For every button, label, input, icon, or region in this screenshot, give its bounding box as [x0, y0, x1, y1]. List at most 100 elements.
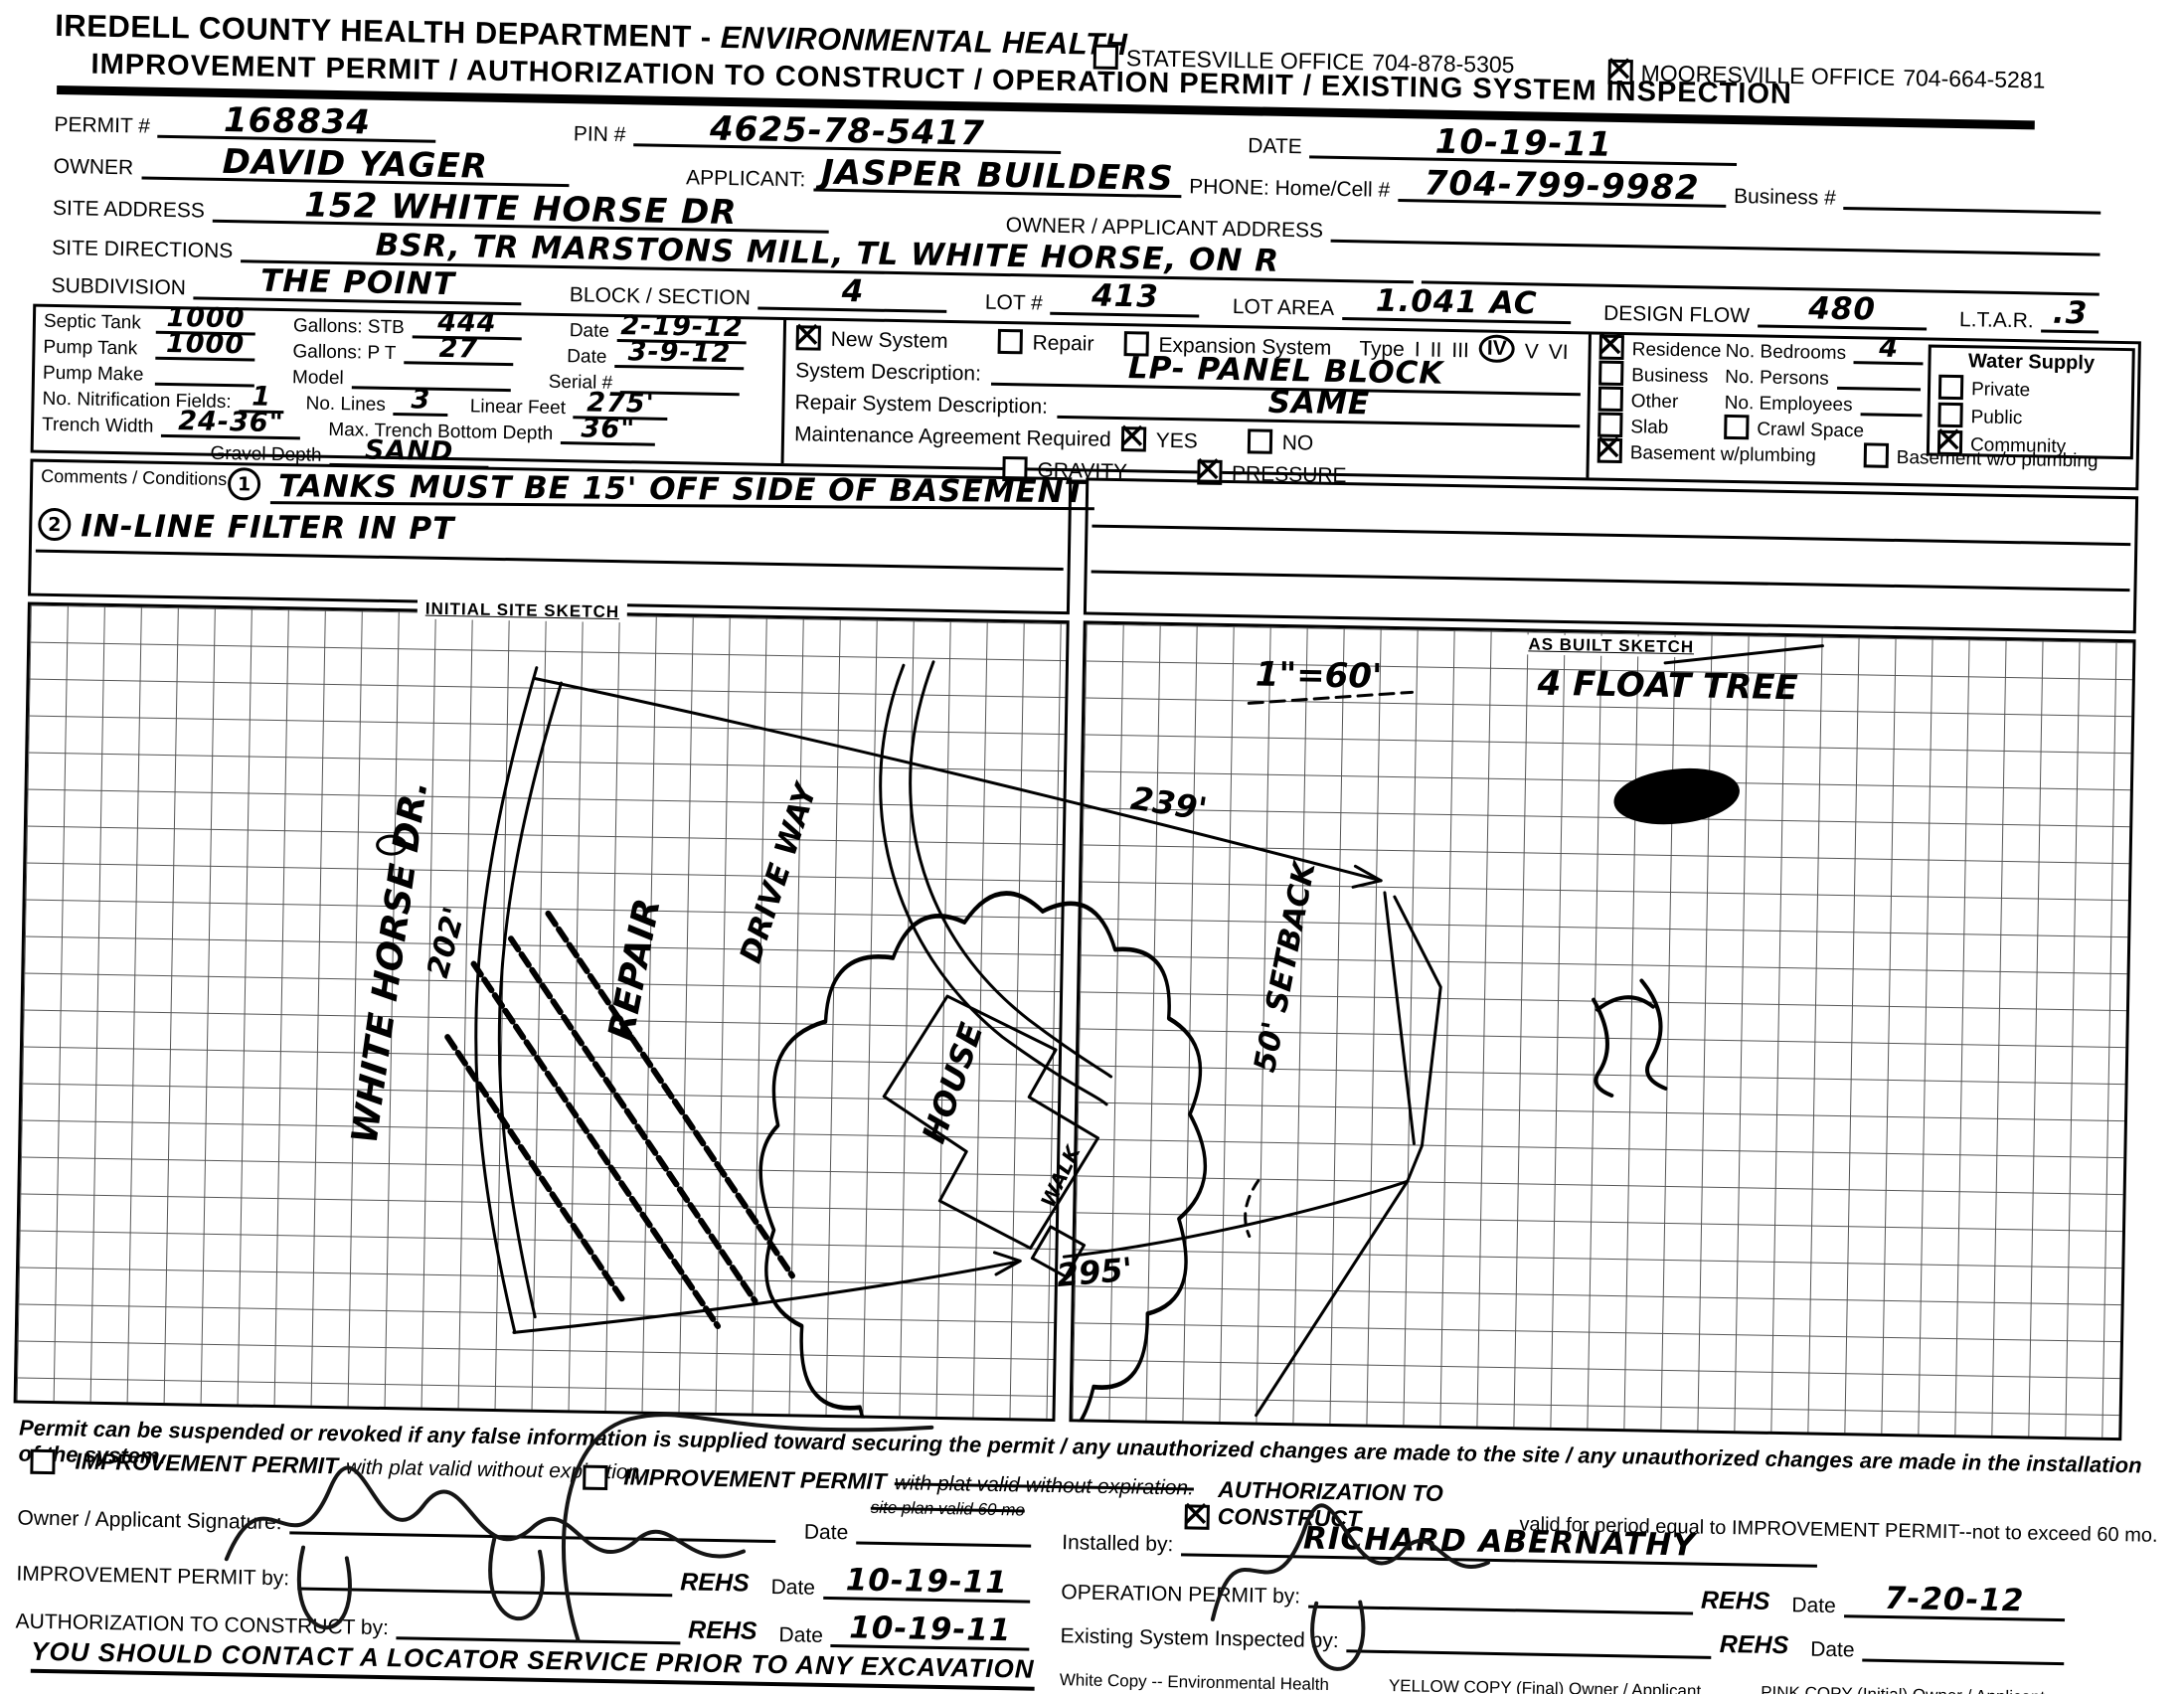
improvement-permit-by-row: IMPROVEMENT PERMIT by: REHS Date 10-19-1…	[16, 1552, 1031, 1604]
existing-signature-field	[1346, 1625, 1713, 1659]
gallons-pt-value: 27	[438, 332, 479, 365]
trench-line-1	[470, 960, 722, 1329]
design-flow-value-field: 480	[1757, 290, 1928, 331]
phone-value-field: 704-799-9982	[1397, 163, 1727, 208]
atc-by-label: AUTHORIZATION TO CONSTRUCT by:	[15, 1609, 390, 1640]
driveway-edge-1	[879, 663, 1108, 1106]
lot-value: 413	[1091, 277, 1160, 315]
occupancy-column: Residence No. Bedrooms 4 Business No. Pe…	[1586, 332, 2141, 488]
road-edge-2	[497, 681, 564, 1319]
system-detail-box: Septic Tank 1000 Gallons: STB 444 Date 2…	[30, 302, 2141, 491]
lot-area-value: 1.041 AC	[1375, 282, 1538, 322]
setback-label: 50' SETBACK	[1248, 857, 1323, 1076]
business-checkbox	[1598, 360, 1624, 387]
arrow-295	[992, 1251, 1022, 1276]
op-rehs-label: REHS	[1700, 1586, 1770, 1615]
as-built-inner-line	[1383, 891, 1416, 1145]
private-checkbox	[1937, 374, 1964, 401]
squiggle-mark	[1592, 978, 1668, 1098]
scale-label: 1"=60'	[1255, 655, 1382, 697]
copy-white: White Copy -- Environmental Health	[1059, 1670, 1330, 1694]
trench-line-3	[545, 910, 795, 1279]
repair-desc-value: SAME	[1267, 384, 1371, 423]
repair-area-cloud	[758, 891, 1208, 1441]
len-295-label: 295'	[1055, 1251, 1134, 1295]
new-system-label: New System	[830, 327, 948, 353]
comments-box-right	[1083, 477, 2139, 634]
atc-date-label: Date	[778, 1623, 824, 1647]
water-community-row: Community	[1930, 428, 2130, 460]
other-checkbox	[1597, 386, 1624, 413]
owner-applicant-address-label: OWNER / APPLICANT ADDRESS	[1005, 213, 1324, 243]
water-supply-label: Water Supply	[1967, 350, 2096, 375]
bedrooms-value: 4	[1879, 332, 1900, 364]
date-label: DATE	[1248, 134, 1302, 159]
mooresville-phone: 704-664-5281	[1902, 64, 2046, 93]
as-built-edge-lower	[1255, 1179, 1410, 1418]
comment-2: 2 IN-LINE FILTER IN PT	[38, 507, 455, 548]
site-address-label: SITE ADDRESS	[52, 196, 206, 223]
residence-label: Residence	[1631, 339, 1722, 362]
ip2-label: IMPROVEMENT PERMIT	[623, 1463, 888, 1495]
subdivision-label: SUBDIVISION	[51, 273, 187, 300]
phone-value: 704-799-9982	[1424, 163, 1700, 209]
pin-value-field: 4625-78-5417	[633, 109, 1062, 154]
date-value-field: 10-19-11	[1309, 121, 1739, 167]
atc-by-signature-field	[396, 1612, 681, 1645]
comments-rule	[35, 549, 1064, 572]
existing-rehs-label: REHS	[1719, 1629, 1789, 1660]
repair-area-label: REPAIR	[601, 896, 669, 1045]
date-value: 10-19-11	[1434, 121, 1613, 165]
business-occ-label: Business	[1631, 365, 1709, 388]
site-sketch-drawing: WHITE HORSE DR. 202' REPAIR DRIVE WAY HO…	[345, 644, 1824, 1441]
persons-label: No. Persons	[1725, 366, 1829, 390]
as-built-edge-right	[1393, 895, 1442, 1183]
pin-value: 4625-78-5417	[709, 108, 986, 154]
public-label: Public	[1970, 407, 2023, 429]
maintenance-no-checkbox	[1247, 428, 1272, 454]
driveway-edge-2	[909, 660, 1113, 1079]
title-env-health: ENVIRONMENTAL HEALTH	[720, 19, 1128, 63]
block-section-value-field: 4	[757, 273, 948, 313]
stb-date-label: Date	[569, 320, 610, 342]
house-label: HOUSE	[915, 1018, 991, 1148]
basement-w-label: Basement w/plumbing	[1629, 442, 1816, 467]
walk-outline	[1030, 1225, 1087, 1278]
ip-date-label: Date	[770, 1575, 816, 1600]
op-by-signature-field	[1307, 1581, 1694, 1615]
copy-pink: PINK COPY (Initial) Owner / Applicant	[1761, 1683, 2045, 1694]
phone-label: PHONE: Home/Cell #	[1189, 175, 1391, 202]
walk-label: WALK	[1036, 1141, 1086, 1211]
ip-rehs-label: REHS	[679, 1568, 750, 1598]
type-iii: III	[1451, 338, 1470, 363]
model-field	[351, 362, 511, 393]
community-checkbox	[1936, 429, 1963, 456]
white-horse-dr-label: WHITE HORSE DR.	[345, 778, 436, 1146]
as-built-edge-bottom	[1062, 1179, 1410, 1259]
maintenance-label: Maintenance Agreement Required	[793, 423, 1111, 451]
block-section-value: 4	[841, 273, 865, 310]
atc-date-field: 10-19-11	[830, 1609, 1030, 1651]
op-date-value: 7-20-12	[1884, 1580, 2025, 1619]
trench-width-value: 24-36"	[177, 406, 284, 439]
private-label: Private	[1970, 379, 2031, 402]
comments-label: Comments / Conditions	[41, 465, 228, 490]
other-label: Other	[1630, 391, 1679, 414]
residence-checkbox	[1598, 334, 1624, 361]
pt-date-field: 3-9-12	[614, 336, 745, 371]
no-lines-label: No. Lines	[305, 393, 387, 416]
lot-value-field: 413	[1050, 278, 1201, 318]
owner-sig-date-label: Date	[803, 1520, 849, 1545]
owner-label: OWNER	[53, 154, 134, 180]
copy-yellow: YELLOW COPY (Final) Owner / Applicant	[1388, 1676, 1702, 1694]
no-lines-field: 3	[393, 384, 449, 418]
permit-value-field: 168834	[157, 100, 437, 143]
op-date-label: Date	[1791, 1594, 1836, 1618]
well-symbol	[376, 834, 408, 856]
title-dept: IREDELL COUNTY HEALTH DEPARTMENT -	[54, 7, 713, 55]
slab-label: Slab	[1630, 417, 1669, 438]
pump-tank-label: Pump Tank	[43, 336, 138, 360]
operation-permit-by-row: OPERATION PERMIT by: REHS Date 7-20-12	[1061, 1571, 2066, 1622]
model-label: Model	[291, 367, 344, 390]
max-depth-value: 36"	[581, 413, 636, 445]
